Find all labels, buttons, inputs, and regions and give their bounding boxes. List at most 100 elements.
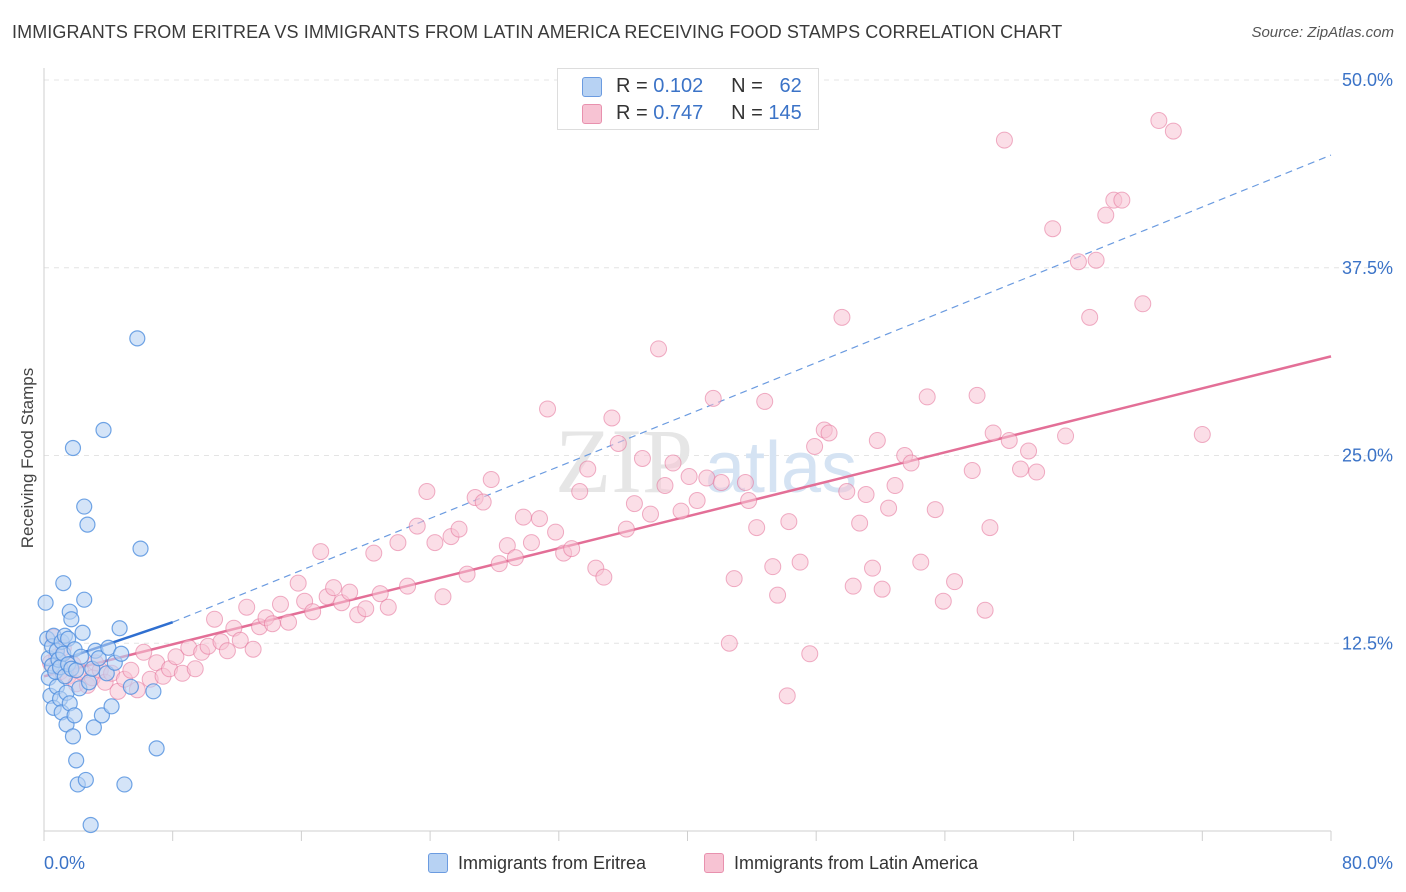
legend-n-label: N = <box>731 102 763 124</box>
legend-r-label: R = <box>616 75 648 97</box>
series-legend-label-latin-america: Immigrants from Latin America <box>734 853 979 873</box>
point-latin-america <box>547 523 565 541</box>
stats-legend: R = 0.102 N = 62 R = 0.747 N = 145 <box>557 68 819 130</box>
point-latin-america <box>1150 112 1168 130</box>
point-latin-america <box>672 502 690 520</box>
point-latin-america <box>857 486 875 504</box>
point-latin-america <box>280 613 298 631</box>
point-latin-america <box>530 510 548 528</box>
point-latin-america <box>801 645 819 663</box>
tick-labels: 12.5% 25.0% 37.5% 50.0% 0.0% 80.0% <box>44 70 1393 873</box>
point-latin-america <box>650 340 668 358</box>
point-eritrea <box>63 611 80 628</box>
point-latin-america <box>934 592 952 610</box>
point-latin-america <box>399 577 417 595</box>
chart-title: IMMIGRANTS FROM ERITREA VS IMMIGRANTS FR… <box>12 22 1063 42</box>
point-latin-america <box>1193 425 1211 443</box>
point-latin-america <box>122 661 140 679</box>
point-latin-america <box>434 588 452 606</box>
point-latin-america <box>304 603 322 621</box>
point-latin-america <box>1069 253 1087 271</box>
point-latin-america <box>458 565 476 583</box>
point-latin-america <box>791 553 809 571</box>
point-latin-america <box>641 505 659 523</box>
point-latin-america <box>563 540 581 558</box>
legend-n-value-eritrea: 62 <box>779 75 802 97</box>
point-latin-america <box>289 574 307 592</box>
point-latin-america <box>720 634 738 652</box>
point-latin-america <box>617 520 635 538</box>
x-tick-label-min: 0.0% <box>44 853 85 873</box>
legend-swatch-eritrea <box>582 77 602 97</box>
point-latin-america <box>844 577 862 595</box>
point-latin-america <box>769 586 787 604</box>
point-latin-america <box>341 583 359 601</box>
point-latin-america <box>490 555 508 573</box>
watermark: ZIP atlas <box>555 410 857 512</box>
point-latin-america <box>981 519 999 537</box>
point-eritrea <box>116 776 133 793</box>
point-latin-america <box>756 392 774 410</box>
point-latin-america <box>1020 442 1038 460</box>
point-latin-america <box>688 492 706 510</box>
point-latin-america <box>595 568 613 586</box>
point-eritrea <box>64 439 82 457</box>
watermark-atlas: atlas <box>705 428 857 508</box>
point-latin-america <box>1134 295 1152 313</box>
x-tick-label-max: 80.0% <box>1342 853 1393 873</box>
point-eritrea <box>68 662 85 679</box>
point-latin-america <box>379 598 397 616</box>
point-eritrea <box>74 624 91 641</box>
legend-r-value-latin-america: 0.747 <box>653 102 704 124</box>
legend-r-label: R = <box>616 102 648 124</box>
point-latin-america <box>833 308 851 326</box>
point-latin-america <box>135 643 153 661</box>
point-latin-america <box>976 601 994 619</box>
point-latin-america <box>506 549 524 567</box>
point-eritrea <box>111 620 128 637</box>
point-eritrea <box>90 650 107 667</box>
point-latin-america <box>571 483 589 501</box>
point-eritrea <box>82 816 99 834</box>
point-latin-america <box>1087 251 1105 269</box>
point-eritrea <box>66 707 83 724</box>
point-latin-america <box>918 388 936 406</box>
point-latin-america <box>206 610 224 628</box>
point-latin-america <box>664 454 682 472</box>
point-latin-america <box>820 424 838 442</box>
point-latin-america <box>498 537 516 555</box>
point-latin-america <box>218 642 236 660</box>
point-eritrea <box>79 516 96 533</box>
point-latin-america <box>238 598 256 616</box>
point-eritrea <box>132 540 149 557</box>
point-latin-america <box>231 631 249 649</box>
point-latin-america <box>312 543 330 561</box>
point-latin-america <box>868 431 886 449</box>
point-latin-america <box>780 513 798 531</box>
point-latin-america <box>186 660 204 678</box>
point-latin-america <box>625 495 643 513</box>
legend-n-label: N = <box>731 75 763 97</box>
y-tick-label: 25.0% <box>1342 446 1393 466</box>
point-latin-america <box>946 573 964 591</box>
series-legend-label-eritrea: Immigrants from Eritrea <box>458 853 647 873</box>
point-latin-america <box>474 493 492 511</box>
point-latin-america <box>806 437 824 455</box>
y-tick-label: 50.0% <box>1342 70 1393 90</box>
point-latin-america <box>851 514 869 532</box>
trend-line-eritrea-extension <box>172 154 1332 623</box>
source-label: Source: ZipAtlas.com <box>1251 24 1394 41</box>
series-legend-swatch-eritrea <box>428 853 448 873</box>
point-eritrea <box>77 771 94 789</box>
point-latin-america <box>1012 460 1030 478</box>
point-latin-america <box>1164 122 1182 140</box>
point-eritrea <box>76 591 93 608</box>
point-latin-america <box>1097 206 1115 224</box>
point-eritrea <box>76 498 93 515</box>
point-latin-america <box>864 559 882 577</box>
point-eritrea <box>95 421 112 439</box>
point-eritrea <box>68 752 85 769</box>
point-latin-america <box>886 477 904 495</box>
point-eritrea <box>64 728 82 745</box>
point-latin-america <box>698 469 716 487</box>
